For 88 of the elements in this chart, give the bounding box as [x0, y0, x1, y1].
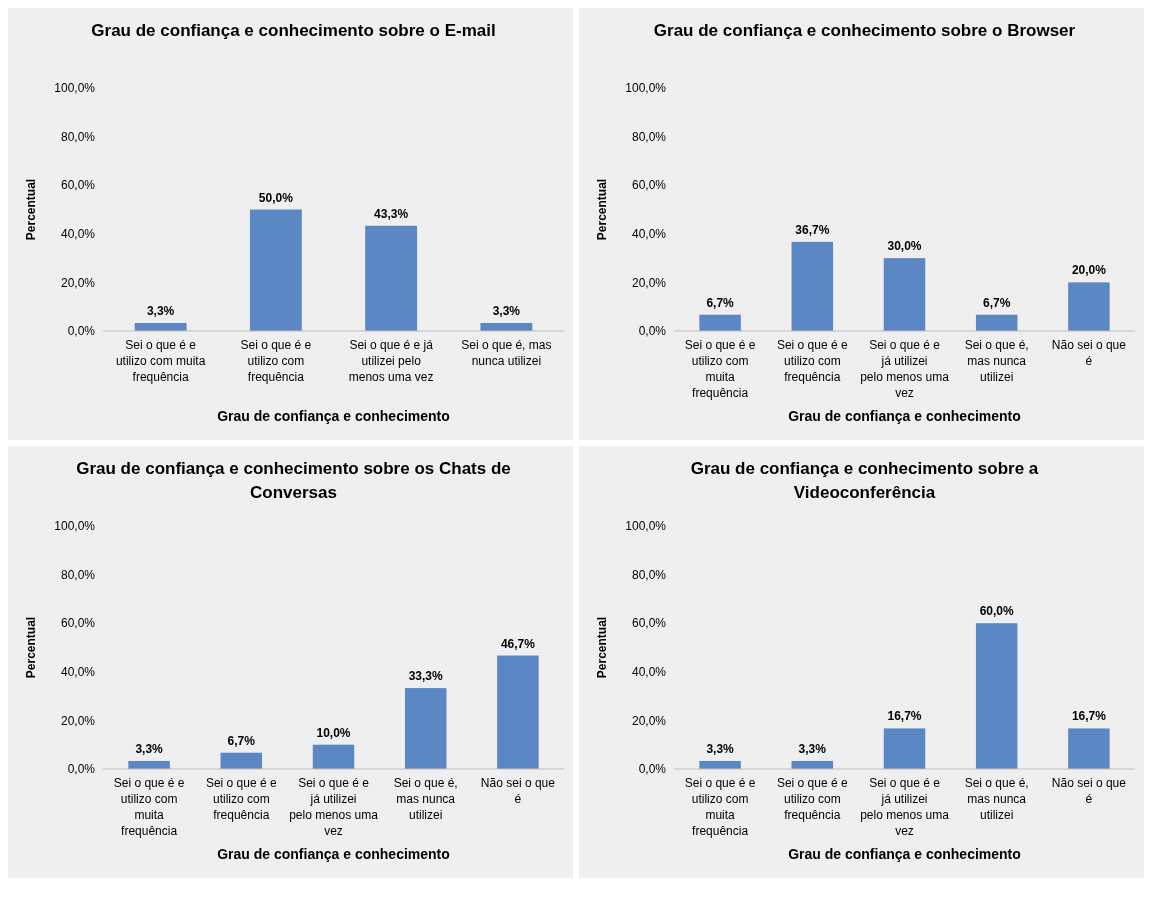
- x-axis-title: Grau de confiança e conhecimento: [788, 408, 1021, 424]
- data-label: 46,7%: [500, 636, 536, 651]
- y-tick-label: 40,0%: [60, 227, 96, 241]
- bar: [883, 728, 926, 769]
- x-axis-title: Grau de confiança e conhecimento: [217, 408, 450, 424]
- y-tick-label: 20,0%: [60, 713, 96, 728]
- data-label: 6,7%: [227, 733, 256, 748]
- data-label: 3,3%: [492, 303, 521, 318]
- bar: [975, 623, 1018, 769]
- bar: [791, 241, 834, 331]
- x-tick-label: Sei o que é e utilizo com muita frequência: [684, 338, 756, 400]
- data-label: 16,7%: [887, 709, 922, 724]
- y-tick-label: 80,0%: [60, 129, 96, 144]
- x-tick-label: Sei o que é, mas nunca utilizei: [964, 776, 1029, 822]
- y-tick-label: 40,0%: [631, 665, 667, 679]
- data-label: 6,7%: [706, 295, 735, 310]
- data-label: 43,3%: [374, 206, 409, 221]
- data-label: 3,3%: [135, 741, 164, 756]
- bar: [249, 209, 302, 331]
- y-axis-title: Percentual: [24, 616, 38, 679]
- y-tick-label: 60,0%: [60, 616, 96, 631]
- x-tick-label: Sei o que é e já utilizei pelo menos uma vez: [860, 776, 950, 838]
- bar: [404, 688, 447, 769]
- x-tick-label: Sei o que é e utilizo com frequência: [776, 776, 848, 822]
- x-tick-label: Sei o que é e utilizo com muita frequência: [115, 338, 206, 384]
- y-tick-label: 0,0%: [67, 324, 96, 339]
- y-tick-label: 40,0%: [631, 227, 667, 241]
- y-axis-title: Percentual: [595, 178, 609, 241]
- x-axis-title: Grau de confiança e conhecimento: [788, 846, 1021, 862]
- data-label: 60,0%: [979, 604, 1015, 619]
- data-label: 3,3%: [798, 741, 827, 756]
- x-tick-label: Sei o que é, mas nunca utilizei: [393, 776, 458, 822]
- data-label: 50,0%: [258, 190, 294, 205]
- y-tick-label: 20,0%: [631, 713, 667, 728]
- bar: [699, 314, 741, 331]
- bar: [312, 744, 355, 769]
- x-tick-label: Sei o que é e utilizo com frequência: [776, 338, 848, 384]
- x-tick-label: Sei o que é e já utilizei pelo menos uma vez: [289, 776, 379, 838]
- y-axis-title: Percentual: [24, 178, 38, 241]
- bar: [497, 655, 539, 769]
- x-tick-label: Sei o que é e utilizo com muita frequência: [113, 776, 185, 838]
- y-tick-label: 100,0%: [625, 81, 667, 96]
- chart-title: Grau de confiança e conhecimento sobre a Videoconferência: [690, 459, 1039, 502]
- y-tick-label: 20,0%: [60, 275, 96, 290]
- x-tick-label: Sei o que é e já utilizei pelo menos uma vez: [860, 338, 950, 400]
- x-tick-label: Sei o que é e utilizo com muita frequência: [684, 776, 756, 838]
- y-tick-label: 0,0%: [67, 762, 96, 777]
- y-tick-label: 0,0%: [638, 324, 667, 339]
- x-tick-label: Não sei o que é: [1051, 776, 1127, 806]
- y-tick-label: 60,0%: [631, 178, 667, 193]
- y-tick-label: 60,0%: [631, 616, 667, 631]
- y-tick-label: 100,0%: [625, 519, 667, 534]
- y-tick-label: 0,0%: [638, 762, 667, 777]
- data-label: 3,3%: [706, 741, 735, 756]
- x-tick-label: Não sei o que é: [1051, 338, 1127, 368]
- x-tick-label: Sei o que é e já utilizei pelo menos uma vez: [348, 338, 434, 384]
- y-tick-label: 80,0%: [60, 567, 96, 582]
- chart-title: Grau de confiança e conhecimento sobre o Browser: [653, 21, 1076, 40]
- y-tick-label: 80,0%: [631, 129, 667, 144]
- x-tick-label: Sei o que é e utilizo com frequência: [240, 338, 312, 384]
- bar: [883, 258, 926, 331]
- x-tick-label: Sei o que é, mas nunca utilizei: [461, 338, 552, 368]
- bar: [1068, 728, 1110, 769]
- y-tick-label: 100,0%: [54, 519, 96, 534]
- x-tick-label: Sei o que é e utilizo com frequência: [205, 776, 277, 822]
- y-axis-title: Percentual: [595, 616, 609, 679]
- chart-title: Grau de confiança e conhecimento sobre os Chats de Conversas: [76, 459, 511, 502]
- x-axis-title: Grau de confiança e conhecimento: [217, 846, 450, 862]
- data-label: 20,0%: [1071, 263, 1107, 278]
- bar: [365, 225, 418, 331]
- data-label: 33,3%: [408, 669, 444, 684]
- y-tick-label: 60,0%: [60, 178, 96, 193]
- data-label: 6,7%: [983, 295, 1011, 310]
- bar: [220, 752, 263, 769]
- x-tick-label: Sei o que é, mas nunca utilizei: [964, 338, 1029, 384]
- data-label: 10,0%: [316, 725, 351, 740]
- y-tick-label: 100,0%: [54, 81, 96, 96]
- data-label: 36,7%: [795, 222, 830, 237]
- bar: [1068, 282, 1110, 331]
- data-label: 16,7%: [1071, 709, 1107, 724]
- x-tick-label: Não sei o que é: [480, 776, 556, 806]
- data-label: 30,0%: [887, 239, 922, 254]
- y-tick-label: 80,0%: [631, 567, 667, 582]
- data-label: 3,3%: [146, 303, 175, 318]
- y-tick-label: 20,0%: [631, 275, 667, 290]
- y-tick-label: 40,0%: [60, 665, 96, 679]
- bar: [975, 314, 1018, 331]
- chart-title: Grau de confiança e conhecimento sobre o E-mail: [91, 21, 496, 40]
